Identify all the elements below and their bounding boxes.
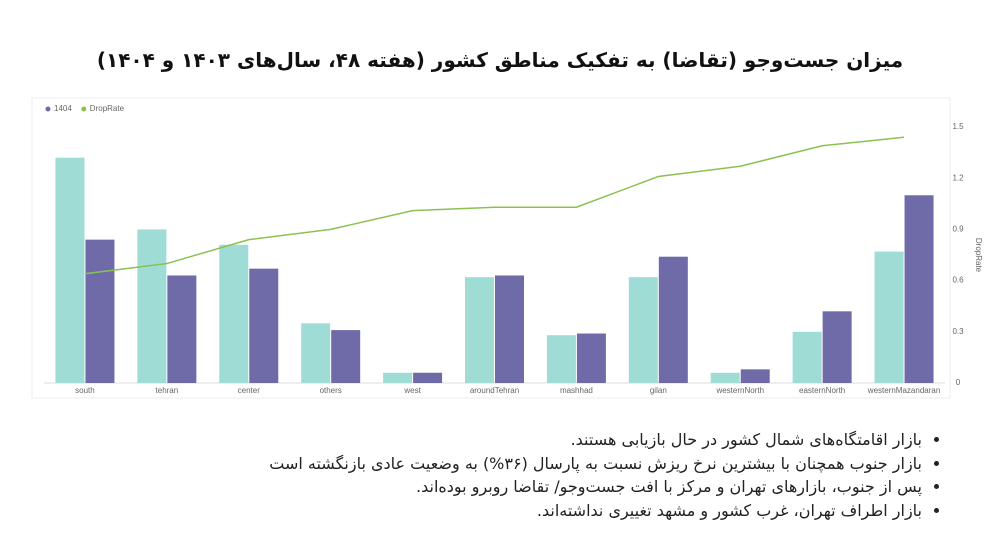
bar xyxy=(137,229,167,383)
x-tick-label: easternNorth xyxy=(799,386,845,395)
note: بازار جنوب همچنان با بیشترین نرخ ریزش نس… xyxy=(269,452,922,476)
bar xyxy=(546,335,576,383)
x-tick-label: westernMazandaran xyxy=(867,386,940,395)
bar xyxy=(85,239,115,383)
bar xyxy=(658,256,688,383)
bar xyxy=(55,157,85,383)
bar xyxy=(792,331,822,383)
note: بازار اقامتگاه‌های شمال کشور در حال بازی… xyxy=(269,428,922,452)
bar xyxy=(249,268,279,383)
bar xyxy=(383,372,413,383)
bar xyxy=(740,369,770,383)
legend-label: 1404 xyxy=(54,104,72,113)
x-tick-label: westernNorth xyxy=(715,386,764,395)
bar xyxy=(465,277,494,383)
note: بازار اطراف تهران، غرب کشور و مشهد تغییر… xyxy=(269,499,922,523)
bar xyxy=(331,330,361,383)
bar xyxy=(904,195,934,383)
bar xyxy=(874,251,904,383)
x-tick-label: others xyxy=(320,386,342,395)
bar xyxy=(576,333,606,383)
x-tick-label: gilan xyxy=(650,386,667,395)
bar xyxy=(495,275,524,383)
bar xyxy=(822,311,852,383)
x-tick-label: west xyxy=(403,386,421,395)
y2-tick-label: 0.3 xyxy=(952,327,964,336)
y2-tick-label: 1.2 xyxy=(952,173,964,182)
legend-marker xyxy=(81,106,87,112)
x-tick-label: tehran xyxy=(156,386,179,395)
chart-title: میزان جست‌وجو (تقاضا) به تفکیک مناطق کشو… xyxy=(96,48,904,72)
bar xyxy=(301,323,331,383)
x-tick-label: south xyxy=(75,386,95,395)
chart: 0 0.3 0.6 0.9 1.2 1.5 DropRate south tehran cente… xyxy=(31,97,983,399)
legend-marker xyxy=(45,106,51,112)
x-tick-label: center xyxy=(238,386,261,395)
bar xyxy=(219,244,249,383)
y2-tick-label: 1.5 xyxy=(952,122,964,131)
legend-label: DropRate xyxy=(90,104,125,113)
bar xyxy=(413,372,443,383)
y2-tick-label: 0 xyxy=(956,378,961,387)
bar xyxy=(167,275,197,383)
x-tick-label: aroundTehran xyxy=(470,386,519,395)
notes: بازار اقامتگاه‌های شمال کشور در حال بازی… xyxy=(269,428,940,522)
line xyxy=(84,136,905,275)
bar xyxy=(710,372,740,383)
x-tick-label: mashhad xyxy=(560,386,593,395)
y2-tick-label: 0.9 xyxy=(952,225,964,234)
bar xyxy=(628,277,658,383)
y2-tick-label: 0.6 xyxy=(952,276,964,285)
y2-axis-label: DropRate xyxy=(974,238,983,273)
note: پس از جنوب، بازارهای تهران و مرکز با افت… xyxy=(269,475,922,499)
